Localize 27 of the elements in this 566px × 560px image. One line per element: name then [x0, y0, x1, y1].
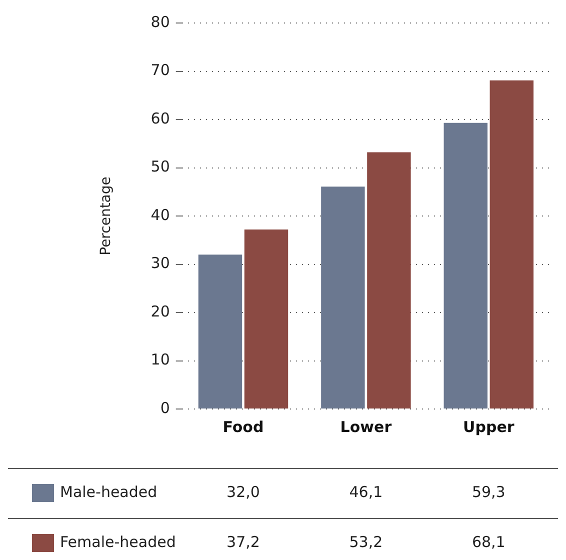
y-tick-label: 20 — [150, 302, 170, 320]
bar — [444, 122, 488, 408]
y-tick-label: 80 — [150, 12, 170, 31]
y-tick-label: 30 — [150, 254, 170, 272]
y-tick-label: 50 — [150, 158, 170, 176]
x-tick-label: Lower — [340, 418, 392, 436]
y-axis-title: Percentage — [98, 176, 114, 256]
legend-label: Female-headed — [60, 532, 176, 551]
data-label: 59,3 — [472, 482, 506, 501]
bar — [367, 152, 411, 408]
bar — [490, 80, 534, 408]
data-label: 37,2 — [226, 532, 260, 551]
data-label: 46,1 — [349, 482, 383, 501]
data-label: 68,1 — [472, 532, 506, 551]
bar — [244, 230, 288, 408]
x-tick-label: Upper — [463, 418, 515, 436]
data-label: 32,0 — [226, 482, 260, 501]
y-tick-label: 10 — [150, 350, 170, 369]
bar — [321, 186, 365, 408]
legend-label: Male-headed — [60, 482, 158, 501]
data-label: 53,2 — [349, 532, 383, 551]
y-tick-label: 0 — [160, 398, 170, 417]
bar — [198, 254, 242, 408]
y-tick-label: 70 — [150, 61, 170, 80]
x-tick-label: Food — [222, 418, 264, 436]
y-tick-label: 60 — [150, 109, 170, 128]
y-tick-label: 40 — [150, 206, 170, 224]
